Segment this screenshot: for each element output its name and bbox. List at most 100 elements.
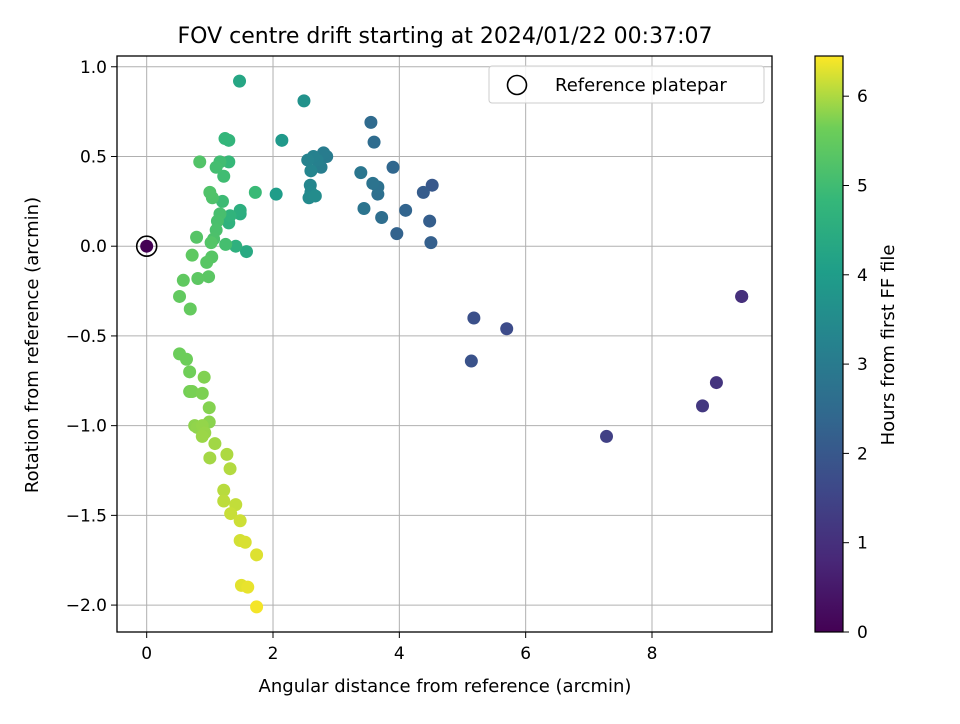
x-axis-ticks: 0 2 4 6 8 <box>141 632 657 664</box>
data-point <box>185 248 199 262</box>
colorbar: 0 1 2 3 4 5 6 Hours from first FF file <box>814 55 899 643</box>
reference-marker <box>135 235 158 258</box>
data-point <box>364 115 378 129</box>
data-point <box>239 245 253 259</box>
data-point <box>269 187 283 201</box>
y-tick-label: 0.5 <box>80 147 107 167</box>
x-axis-label: Angular distance from reference (arcmin) <box>259 676 632 697</box>
data-point <box>217 169 231 183</box>
data-point <box>185 385 199 399</box>
data-point <box>191 272 205 286</box>
data-point <box>390 227 404 241</box>
data-point <box>215 194 229 208</box>
data-point <box>241 580 255 594</box>
grid <box>117 56 772 632</box>
data-point <box>218 132 232 146</box>
data-point <box>193 155 207 169</box>
colorbar-tick-label: 3 <box>857 355 868 375</box>
data-point <box>204 236 218 250</box>
colorbar-label: Hours from first FF file <box>878 245 899 446</box>
y-axis-label: Rotation from reference (arcmin) <box>22 197 43 493</box>
data-point <box>197 370 211 384</box>
x-tick-label: 2 <box>268 644 279 664</box>
data-point <box>464 354 478 368</box>
data-point <box>238 535 252 549</box>
data-point <box>217 483 231 497</box>
data-point <box>386 160 400 174</box>
data-point <box>202 270 216 284</box>
colorbar-tick-label: 6 <box>857 87 868 107</box>
data-point <box>399 203 413 217</box>
data-point <box>233 74 247 88</box>
data-point <box>416 185 430 199</box>
data-point <box>367 135 381 149</box>
data-point <box>223 462 237 476</box>
reference-point <box>135 235 158 258</box>
data-point <box>179 352 193 366</box>
y-axis-ticks: 1.0 0.5 0.0 −0.5 −1.0 −1.5 −2.0 <box>66 58 117 616</box>
data-point <box>308 189 322 203</box>
data-point <box>233 203 247 217</box>
y-tick-label: −0.5 <box>66 327 107 347</box>
data-point <box>183 302 197 316</box>
data-point <box>354 166 368 180</box>
y-tick-label: 1.0 <box>80 58 107 78</box>
data-point <box>297 94 311 108</box>
data-point <box>375 210 389 224</box>
data-point <box>223 209 237 223</box>
data-point <box>735 289 749 303</box>
colorbar-ticks: 0 1 2 3 4 5 6 <box>843 87 868 643</box>
data-point <box>696 399 710 413</box>
data-point <box>173 289 187 303</box>
data-point <box>250 600 264 614</box>
data-point <box>202 401 216 415</box>
colorbar-tick-label: 4 <box>857 266 868 286</box>
data-point <box>203 451 217 465</box>
plot-frame <box>116 55 773 633</box>
x-tick-label: 0 <box>141 644 152 664</box>
x-tick-label: 4 <box>394 644 405 664</box>
data-point <box>224 507 238 521</box>
y-tick-label: 0.0 <box>80 237 107 257</box>
data-point <box>195 429 209 443</box>
data-point <box>176 273 190 287</box>
y-tick-label: −2.0 <box>66 596 107 616</box>
data-point <box>209 160 223 174</box>
legend-label: Reference platepar <box>555 75 727 96</box>
y-tick-label: −1.5 <box>66 506 107 526</box>
colorbar-gradient <box>814 55 844 633</box>
data-point <box>140 239 154 253</box>
legend: Reference platepar <box>488 65 765 104</box>
data-point <box>424 236 438 250</box>
data-point <box>425 178 439 192</box>
data-point <box>208 437 222 451</box>
data-point <box>467 311 481 325</box>
data-point <box>275 133 289 147</box>
data-point <box>217 494 231 508</box>
legend-reference-marker <box>506 74 528 96</box>
data-point <box>233 514 247 528</box>
data-point <box>248 185 262 199</box>
data-point <box>250 548 264 562</box>
data-point <box>366 176 380 190</box>
data-point <box>200 255 214 269</box>
colorbar-tick-label: 0 <box>857 623 868 643</box>
data-points <box>140 74 749 614</box>
chart-title: FOV centre drift starting at 2024/01/22 … <box>178 24 713 49</box>
data-point <box>195 386 209 400</box>
data-point <box>219 237 233 251</box>
y-tick-label: −1.0 <box>66 417 107 437</box>
data-point <box>423 214 437 228</box>
x-tick-label: 8 <box>647 644 658 664</box>
data-point <box>301 153 315 167</box>
data-point <box>500 322 514 336</box>
data-point <box>229 239 243 253</box>
data-point <box>304 164 318 178</box>
data-point <box>190 230 204 244</box>
data-point <box>357 202 371 216</box>
legend-box <box>488 65 765 104</box>
data-point <box>220 447 234 461</box>
colorbar-tick-label: 5 <box>857 176 868 196</box>
colorbar-tick-label: 2 <box>857 444 868 464</box>
